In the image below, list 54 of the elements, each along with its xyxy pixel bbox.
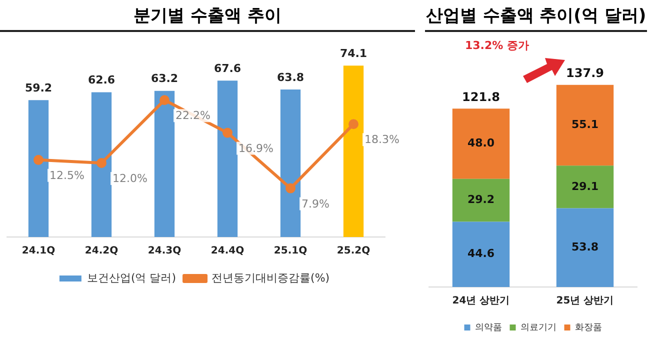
total-label: 121.8 (462, 90, 500, 104)
data-label: 29.1 (571, 180, 599, 193)
point (222, 128, 232, 138)
point (96, 158, 106, 168)
data-label: 29.2 (467, 193, 495, 206)
legend-label: 전년동기대비증감률(%) (212, 271, 330, 284)
bar (91, 92, 112, 237)
data-label: 12.5% (50, 168, 84, 182)
legend-label: 의료기기 (520, 322, 556, 333)
bar (154, 90, 175, 237)
bar (556, 208, 614, 287)
x-tick-label: 24.4Q (210, 246, 244, 257)
bar (452, 108, 510, 179)
point (286, 183, 296, 194)
data-label: 67.6 (214, 62, 242, 76)
point (34, 154, 44, 165)
x-tick-label: 24.3Q (148, 246, 182, 257)
x-tick-label: 24.1Q (22, 246, 56, 257)
legend-label: 보건산업(억 달러) (86, 271, 176, 284)
x-tick-label: 25년 상반기 (556, 296, 614, 307)
data-label: 48.0 (467, 136, 495, 150)
data-label: 63.8 (276, 70, 304, 84)
total-label: 137.9 (566, 66, 604, 80)
legend-label: 의약품 (474, 322, 502, 333)
x-tick-label: 25.1Q (274, 246, 308, 257)
point (348, 119, 358, 130)
bar (556, 166, 614, 208)
data-label: 44.6 (467, 247, 495, 260)
data-label: 59.2 (24, 81, 52, 94)
data-label: 55.1 (571, 118, 599, 132)
x-tick-label: 24.2Q (84, 246, 118, 257)
bar (556, 84, 614, 166)
data-label: 7.9% (302, 197, 330, 210)
bar (28, 100, 49, 237)
bar (217, 80, 238, 237)
data-label: 12.0% (112, 172, 148, 185)
bar (452, 222, 510, 287)
data-label: 74.1 (340, 47, 368, 60)
data-label: 16.9% (238, 142, 274, 155)
text: 13.2% 증가 (465, 38, 529, 53)
bar (452, 178, 510, 222)
data-label: 18.3% (364, 133, 400, 146)
chart-title: 산업별 수출액 추이(억 달러) (425, 0, 647, 32)
data-label: 62.6 (88, 74, 116, 87)
bar (343, 66, 364, 237)
x-tick-label: 25.2Q (336, 246, 370, 257)
point (160, 95, 170, 106)
bar (280, 89, 301, 237)
chart-title: 분기별 수출액 추이 (0, 0, 415, 32)
data-label: 22.2% (176, 109, 210, 122)
x-tick-label: 24년 상반기 (452, 296, 510, 307)
data-label: 63.2 (150, 72, 178, 86)
legend-label: 화장품 (574, 322, 602, 333)
data-label: 53.8 (571, 240, 599, 254)
